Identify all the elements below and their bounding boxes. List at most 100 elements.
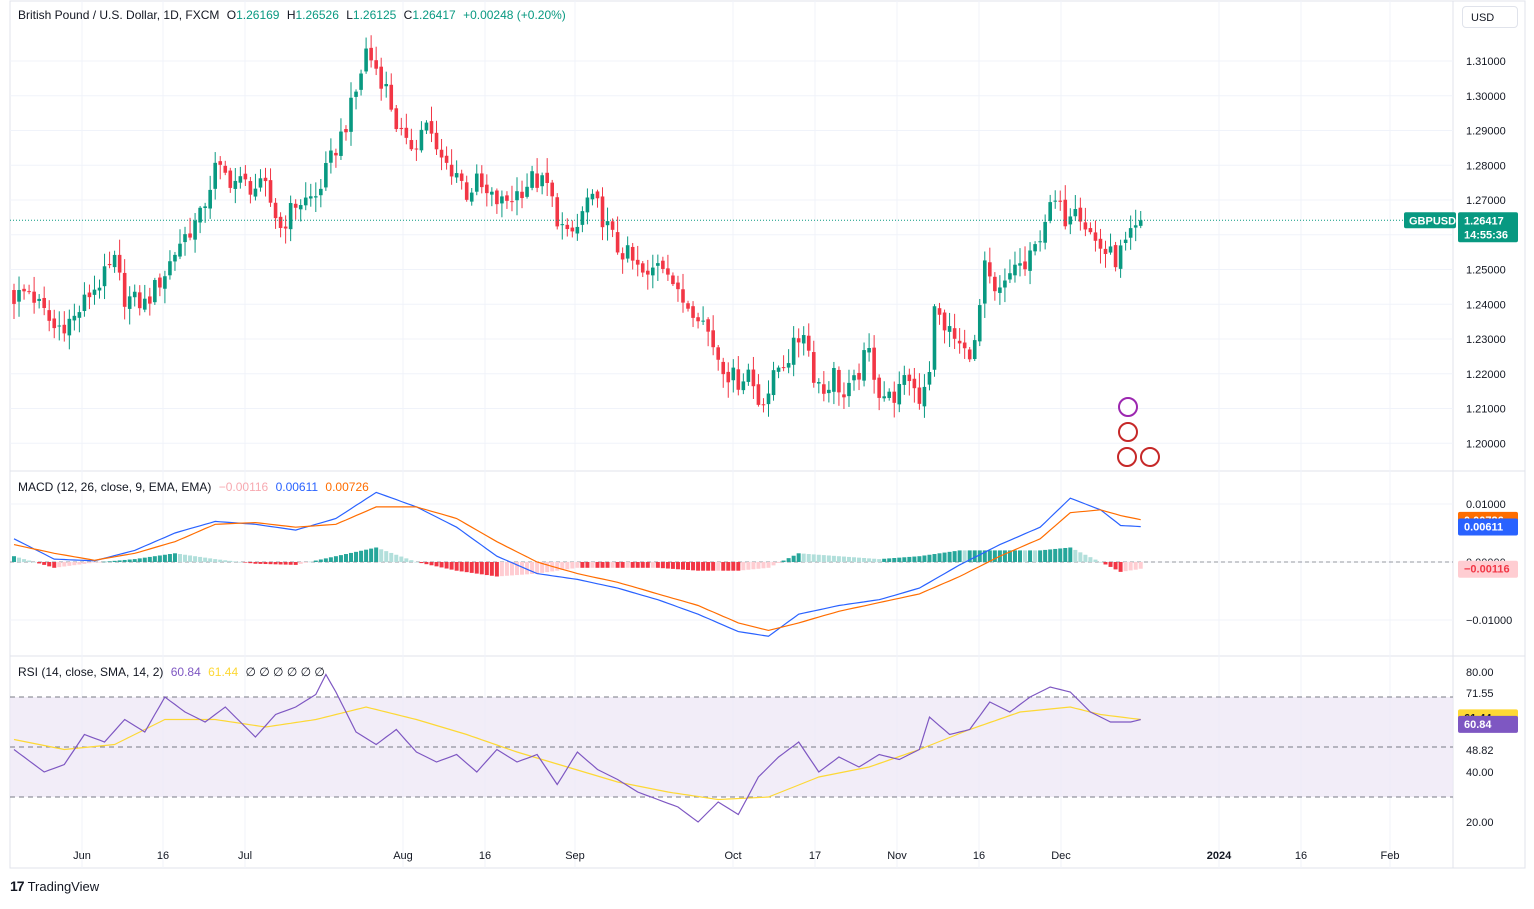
- macd-histogram-bar: [680, 562, 685, 570]
- macd-histogram-bar: [831, 555, 836, 562]
- candle-body: [615, 232, 620, 253]
- macd-histogram-bar: [67, 562, 72, 566]
- macd-histogram-bar: [857, 557, 862, 562]
- macd-histogram-bar: [1098, 562, 1103, 563]
- macd-histogram-bar: [796, 553, 801, 562]
- currency-button[interactable]: USD: [1462, 6, 1518, 28]
- macd-histogram-bar: [258, 562, 263, 564]
- candle-body: [625, 245, 630, 259]
- macd-histogram-bar: [1128, 562, 1133, 571]
- candle-body: [661, 260, 665, 269]
- candle-body: [907, 374, 912, 382]
- macd-histogram-bar: [821, 555, 826, 562]
- macd-histogram-bar: [761, 562, 766, 569]
- macd-histogram-bar: [434, 562, 439, 567]
- macd-histogram-bar: [1073, 549, 1078, 562]
- open-label: O: [226, 8, 237, 22]
- candle-body: [490, 191, 494, 195]
- candle-body: [173, 254, 177, 262]
- time-tick-label: Sep: [565, 850, 585, 862]
- macd-histogram-bar: [57, 562, 62, 568]
- candle-body: [188, 233, 192, 238]
- price-tick-label: 1.21000: [1466, 404, 1506, 416]
- macd-histogram-bar: [1138, 562, 1143, 569]
- macd-histogram-bar: [384, 551, 389, 562]
- macd-histogram-bar: [686, 562, 691, 570]
- macd-value-tag-text: 0.00611: [1464, 522, 1503, 534]
- macd-histogram-bar: [308, 561, 313, 563]
- macd-histogram-bar: [22, 559, 27, 562]
- macd-histogram-bar: [1063, 547, 1068, 562]
- macd-histogram-bar: [92, 562, 97, 563]
- symbol-title: British Pound / U.S. Dollar, 1D, FXCM: [18, 8, 220, 22]
- macd-histogram-bar: [147, 556, 152, 562]
- candle-body: [696, 317, 700, 322]
- macd-histogram-bar: [122, 559, 127, 562]
- macd-histogram-bar: [152, 556, 157, 562]
- candle-body: [560, 224, 565, 226]
- macd-histogram-bar: [474, 562, 479, 574]
- macd-histogram-bar: [922, 555, 927, 562]
- candle-body: [651, 267, 655, 276]
- candle-body: [756, 384, 761, 405]
- candle-body: [842, 394, 846, 398]
- candle-body: [369, 47, 373, 61]
- macd-histogram-bar: [1133, 562, 1138, 570]
- candle-body: [1138, 220, 1143, 226]
- candle-body: [414, 148, 419, 150]
- macd-histogram-bar: [1007, 550, 1012, 562]
- macd-histogram-bar: [333, 556, 338, 562]
- macd-histogram-bar: [303, 562, 308, 563]
- rsi-value-tag-text: 60.84: [1464, 719, 1492, 731]
- chart-header: British Pound / U.S. Dollar, 1D, FXCM O 1…: [18, 8, 570, 22]
- candle-body: [656, 263, 660, 266]
- tradingview-logo[interactable]: 17 TradingView: [10, 878, 99, 894]
- candle-body: [314, 196, 318, 198]
- macd-histogram-bar: [756, 562, 761, 569]
- candle-body: [1013, 264, 1017, 276]
- candle-body: [449, 164, 454, 177]
- candle-body: [570, 227, 575, 232]
- candle-body: [957, 340, 962, 344]
- candle-body: [1083, 222, 1088, 230]
- last-price-tag-text: 1.26417: [1464, 215, 1504, 227]
- macd-histogram-bar: [479, 562, 484, 575]
- macd-histogram-bar: [72, 562, 77, 566]
- macd-histogram-bar: [162, 554, 167, 562]
- macd-histogram-bar: [625, 562, 630, 568]
- candle-body: [308, 196, 313, 199]
- macd-histogram-bar: [298, 562, 303, 564]
- macd-histogram-bar: [394, 554, 399, 562]
- candle-body: [1033, 244, 1037, 252]
- macd-histogram-bar: [243, 562, 248, 563]
- macd-histogram-bar: [791, 555, 796, 562]
- rsi-tick-label: 71.55: [1466, 688, 1494, 700]
- candle-body: [479, 173, 484, 188]
- candle-body: [404, 127, 409, 138]
- candle-body: [107, 263, 112, 266]
- candle-body: [434, 132, 439, 150]
- candle-body: [47, 310, 52, 321]
- macd-histogram-bar: [932, 554, 937, 562]
- macd-histogram-bar: [1108, 562, 1113, 567]
- macd-histogram-bar: [741, 562, 746, 571]
- candle-body: [303, 197, 308, 206]
- macd-histogram-bar: [1123, 562, 1128, 572]
- macd-hist-value: −0.00116: [218, 480, 269, 494]
- macd-histogram-bar: [218, 559, 223, 562]
- candle-body: [359, 73, 363, 90]
- event-flag-icon: [1118, 422, 1138, 442]
- candle-body: [293, 203, 298, 208]
- candle-body: [937, 308, 942, 315]
- candle-body: [153, 280, 157, 303]
- macd-histogram-bar: [17, 557, 22, 562]
- macd-histogram-bar: [826, 555, 831, 562]
- macd-histogram-bar: [409, 560, 414, 562]
- candle-body: [374, 60, 378, 69]
- macd-histogram-bar: [982, 550, 987, 562]
- low-value: 1.26125: [352, 8, 397, 22]
- macd-histogram-bar: [862, 558, 867, 562]
- rsi-background: [10, 696, 1453, 798]
